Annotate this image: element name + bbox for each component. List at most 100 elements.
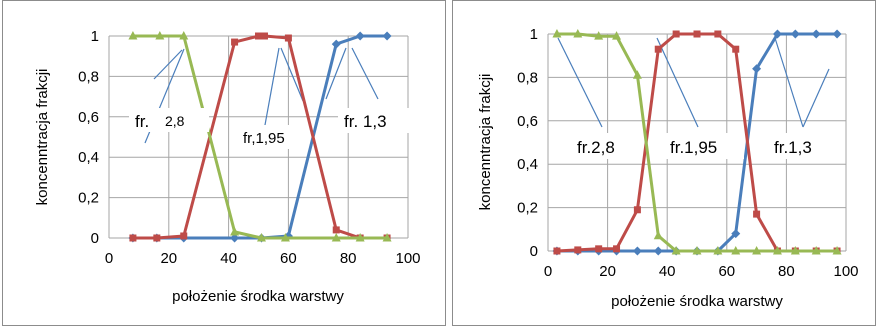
data-point-diamond (752, 64, 762, 74)
data-point-triangle (256, 233, 266, 242)
annotation-fr-1-95: fr,1,95 (243, 130, 285, 147)
data-point-triangle (128, 31, 138, 40)
data-point-square (332, 226, 340, 234)
chart-right-annotations: fr.2,8 fr.1,95 fr.1,3 (572, 133, 834, 159)
x-tick-label: 60 (280, 250, 297, 267)
leader-line (557, 37, 603, 128)
y-tick-label: 0,6 (517, 113, 538, 130)
annotation-fr-2-8: fr.2,8 (577, 138, 615, 157)
leader-line (656, 37, 699, 128)
x-tick-label: 60 (718, 263, 735, 280)
annotation-box (770, 133, 834, 159)
data-point-triangle (382, 233, 392, 242)
x-tick-label: 20 (599, 263, 616, 280)
chart-right-series (552, 29, 842, 256)
data-point-square (231, 38, 239, 46)
chart-left-axes: 0 20 40 60 80 100 0 0,2 0,4 0,6 0,8 1 położenie środ… (34, 28, 421, 305)
leader-line (280, 47, 304, 102)
chart-left-svg: 0 20 40 60 80 100 0 0,2 0,4 0,6 0,8 1 położenie środ… (34, 28, 421, 305)
data-point-square (255, 32, 262, 40)
data-point-diamond (832, 29, 842, 39)
data-point-triangle (632, 70, 642, 79)
leader-line (774, 37, 804, 128)
chart-right-axes: 0 20 40 60 80 100 0 0,2 0,4 0,6 0,8 1 położenie środ… (477, 26, 859, 310)
y-tick-label: 0,6 (78, 109, 99, 126)
data-point-diamond (731, 229, 741, 239)
data-point-square (260, 32, 268, 40)
annotation-box (666, 133, 744, 159)
data-point-diamond (382, 31, 392, 41)
annotation-box (338, 108, 414, 133)
data-point-square (153, 234, 161, 242)
data-point-triangle (772, 246, 782, 255)
annotation-fr-1-3: fr.1,3 (774, 138, 812, 157)
data-point-triangle (811, 246, 821, 255)
data-point-diamond (632, 246, 642, 256)
x-tick-label: 80 (778, 263, 795, 280)
y-tick-label: 0,2 (78, 190, 99, 207)
x-tick-label: 0 (544, 263, 552, 280)
x-axis-title: położenie środka warstwy (611, 293, 783, 310)
chart-right-svg: 0 20 40 60 80 100 0 0,2 0,4 0,6 0,8 1 położenie środ… (477, 26, 859, 310)
data-point-triangle (832, 246, 842, 255)
data-point-triangle (573, 29, 583, 38)
chart-panel-right: 0 20 40 60 80 100 0 0,2 0,4 0,6 0,8 1 położenie środ… (452, 0, 876, 326)
data-point-diamond (331, 39, 341, 49)
annotation-fr-1-3: fr. 1,3 (344, 112, 387, 131)
y-tick-label: 0,8 (517, 69, 538, 86)
data-point-diamond (653, 246, 663, 256)
y-tick-label: 0,8 (78, 68, 99, 85)
annotation-box (129, 108, 209, 132)
data-point-square (574, 246, 582, 254)
data-point-diamond (790, 29, 800, 39)
chart-left-series (128, 31, 392, 243)
leader-line (351, 47, 379, 100)
data-point-triangle (155, 31, 165, 40)
leader-line (325, 47, 347, 100)
data-point-square (714, 30, 722, 38)
y-tick-label: 0 (91, 230, 99, 247)
data-point-triangle (752, 246, 762, 255)
y-tick-label: 0,2 (517, 200, 538, 217)
y-tick-label: 0,4 (517, 156, 538, 173)
data-point-square (553, 247, 561, 255)
x-tick-label: 100 (833, 263, 858, 280)
data-point-triangle (179, 31, 189, 40)
data-point-triangle (790, 246, 800, 255)
x-tick-label: 0 (105, 250, 113, 267)
y-axis-title: koncenntracja frakcji (477, 74, 494, 211)
data-point-diamond (772, 29, 782, 39)
leader-line (802, 68, 830, 128)
data-point-square (753, 210, 761, 218)
data-point-diamond (230, 233, 240, 243)
chart-panel-left: 0 20 40 60 80 100 0 0,2 0,4 0,6 0,8 1 położenie środ… (2, 0, 446, 326)
x-tick-label: 40 (220, 250, 237, 267)
data-point-triangle (612, 31, 622, 40)
data-point-triangle (731, 246, 741, 255)
data-point-square (595, 245, 603, 253)
chart-left-annotations: fr. 2,8 fr,1,95 fr. 1,3 (129, 108, 414, 149)
data-point-triangle (355, 233, 365, 242)
x-tick-label: 20 (160, 250, 177, 267)
data-point-triangle (552, 29, 562, 38)
y-tick-label: 0 (530, 243, 538, 260)
data-point-square (633, 206, 641, 214)
leader-line (262, 47, 280, 137)
data-point-square (180, 232, 188, 240)
x-tick-label: 80 (340, 250, 357, 267)
data-point-triangle (713, 246, 723, 255)
x-tick-label: 100 (395, 250, 420, 267)
y-tick-label: 0,4 (78, 149, 99, 166)
data-point-square (129, 234, 137, 242)
y-tick-label: 1 (91, 28, 99, 45)
data-point-diamond (355, 31, 365, 41)
data-point-triangle (230, 226, 240, 236)
data-point-square (672, 30, 680, 38)
data-point-square (284, 34, 292, 42)
annotation-fr-2-8-prefix: fr. (135, 112, 149, 131)
annotation-fr-1-95: fr.1,95 (670, 138, 717, 157)
data-point-triangle (653, 230, 663, 240)
data-point-triangle (671, 246, 681, 255)
data-point-square (732, 45, 740, 53)
data-point-diamond (811, 29, 821, 39)
